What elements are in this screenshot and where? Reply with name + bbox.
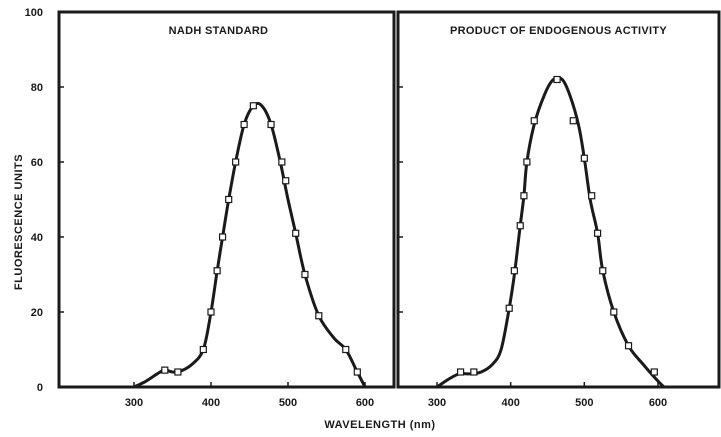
y-tick-label: 0	[37, 382, 43, 394]
data-point-marker	[315, 312, 323, 320]
data-point-marker	[267, 120, 275, 129]
data-point-marker	[292, 229, 300, 237]
data-point-marker	[599, 267, 607, 275]
data-point-marker	[593, 229, 602, 237]
data-point-marker	[530, 117, 538, 125]
data-point-marker	[225, 195, 233, 204]
panel-1: 300 400 500 600 NADH STANDARD	[57, 10, 396, 409]
data-point-marker	[249, 102, 257, 110]
y-tick-label: 80	[31, 82, 43, 94]
panel-title: NADH STANDARD	[169, 25, 269, 37]
series-line	[133, 101, 367, 389]
data-point-marker	[650, 368, 658, 376]
data-point-marker	[588, 192, 596, 200]
data-point-marker	[282, 177, 290, 185]
data-point-marker	[456, 368, 465, 376]
data-point-marker	[624, 342, 633, 350]
x-axis-title: WAVELENGTH (nm)	[324, 419, 435, 431]
panel-2: 300 400 500 600 PRODUCT OF ENDOGENOUS ACTIVI…	[396, 10, 721, 409]
data-point-marker	[174, 368, 182, 376]
series-line	[436, 76, 665, 389]
x-tick-label: 300	[428, 397, 446, 409]
data-point-marker	[520, 192, 528, 200]
y-tick-labels: 0 20 40 60 80 100	[25, 7, 43, 394]
x-tick-label: 500	[575, 397, 593, 409]
data-point-marker	[510, 267, 518, 275]
data-point-marker	[580, 154, 588, 162]
data-point-marker	[301, 270, 309, 279]
data-point-marker	[523, 158, 531, 166]
data-point-marker	[213, 267, 221, 275]
y-tick-label: 40	[31, 232, 43, 244]
panel-frame	[57, 10, 396, 389]
x-tick-label: 400	[202, 397, 220, 409]
data-point-marker	[569, 117, 577, 125]
x-tick-label: 300	[125, 397, 143, 409]
data-point-marker	[161, 366, 169, 374]
x-tick-label: 600	[649, 397, 667, 409]
y-axis-title: FLUORESCENCE UNITS	[13, 154, 25, 290]
data-point-marker	[232, 158, 240, 166]
panel-title: PRODUCT OF ENDOGENOUS ACTIVITY	[450, 25, 667, 37]
x-tick-label: 600	[356, 397, 374, 409]
data-point-marker	[470, 368, 478, 376]
data-point-marker	[553, 75, 561, 84]
data-point-marker	[505, 304, 513, 312]
data-point-marker	[218, 233, 227, 241]
x-tick-label: 500	[279, 397, 297, 409]
panel-frame	[396, 10, 721, 389]
data-point-marker	[240, 120, 248, 129]
x-tick-label: 400	[501, 397, 519, 409]
data-point-marker	[610, 308, 618, 316]
y-tick-label: 20	[31, 307, 43, 319]
data-point-marker	[207, 308, 215, 316]
y-tick-label: 60	[31, 157, 43, 169]
data-point-marker	[342, 345, 350, 354]
data-point-marker	[516, 222, 524, 230]
data-point-marker	[278, 158, 286, 166]
data-point-marker	[199, 345, 207, 354]
y-axis: FLUORESCENCE UNITS	[13, 154, 25, 290]
chart-panels: 300 400 500 600 NADH STANDARD 300 400 500 600 PRO…	[57, 10, 721, 409]
y-tick-label: 100	[25, 7, 43, 19]
data-point-marker	[353, 368, 361, 376]
